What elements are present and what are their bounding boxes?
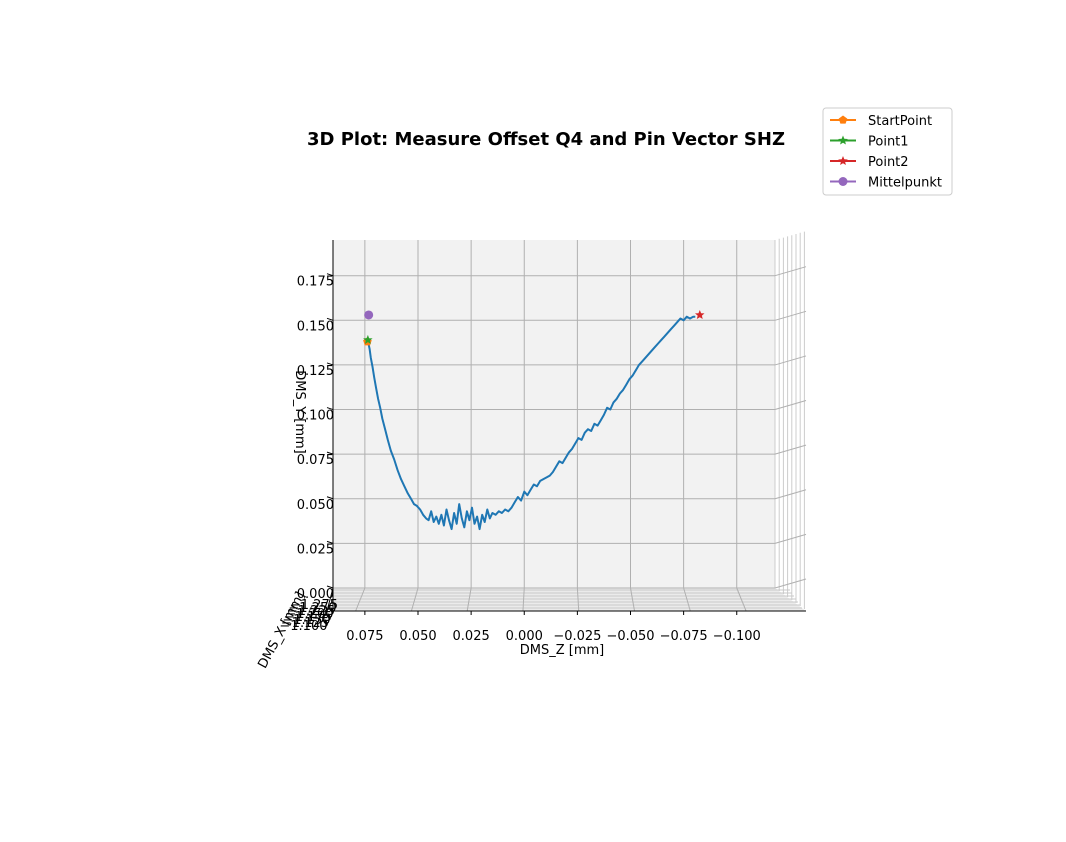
- depth-tick-label: −1.175: [284, 610, 332, 625]
- x-tick-label: −0.075: [660, 629, 708, 644]
- depth-axis-line: [326, 587, 334, 612]
- y-tick-mark: [326, 273, 334, 277]
- y-gridline-side: [774, 533, 807, 544]
- floor-xline: [522, 587, 525, 612]
- legend-entry-label: Point1: [868, 135, 909, 150]
- depth-tick-label: −1.150: [282, 613, 330, 628]
- depth-ticks: −1.275−1.250−1.225−1.200−1.175−1.150−1.1…: [279, 598, 338, 634]
- x-tick-label: −0.050: [606, 629, 654, 644]
- y-tick-label: 0.075: [297, 453, 334, 468]
- floor-xline: [683, 587, 691, 612]
- series: [363, 310, 705, 531]
- legend-entry-label: Mittelpunkt: [868, 176, 942, 191]
- y-gridline-side: [774, 400, 807, 411]
- y-tick-label: 0.175: [297, 275, 334, 290]
- y-gridline-side: [774, 355, 807, 366]
- marker-mittelpunkt: [364, 310, 374, 320]
- depth-tick-label: −1.100: [279, 619, 327, 634]
- legend-entry-label: Point2: [868, 155, 909, 170]
- depth-tick-label: −1.250: [288, 601, 336, 616]
- legend-marker: [838, 156, 848, 165]
- x-tick-label: 0.075: [346, 629, 383, 644]
- y-tick-label: 0.100: [297, 409, 334, 424]
- y-tick-mark: [326, 451, 334, 455]
- series-line: [367, 315, 696, 531]
- y-tick-mark: [326, 317, 334, 321]
- y-tick-mark: [326, 585, 334, 589]
- y-gridline-side: [774, 444, 807, 455]
- legend-marker: [838, 177, 848, 186]
- axes: [326, 240, 806, 612]
- floor-xline: [410, 587, 419, 612]
- legend-marker: [838, 135, 848, 145]
- x-axis-label: DMS_Z [mm]: [520, 643, 605, 658]
- depth-tick-label: −1.275: [290, 598, 338, 613]
- floor-xline: [576, 587, 580, 612]
- depth-tick-label: −1.225: [287, 604, 335, 619]
- x-tick-label: 0.025: [453, 629, 490, 644]
- y-gridline-side: [774, 489, 807, 500]
- floor-xline: [466, 587, 472, 612]
- depth-tick-label: −1.125: [281, 616, 329, 631]
- y-gridline-side: [774, 310, 807, 321]
- depth-tick-label: −1.200: [285, 607, 333, 622]
- y-tick-mark: [326, 407, 334, 411]
- y-tick-label: 0.125: [297, 364, 334, 379]
- marker-point1: [363, 334, 373, 344]
- y-gridline-side: [774, 266, 807, 277]
- side-pane: [774, 231, 805, 609]
- y-tick-mark: [326, 496, 334, 500]
- y-ticks: 0.000 0.025 0.050 0.075 0.100 0.125 0.150 0.175: [297, 273, 334, 602]
- x-tick-label: 0.000: [506, 629, 543, 644]
- y-tick-label: 0.150: [297, 319, 334, 334]
- x-tick-label: 0.050: [399, 629, 436, 644]
- y-tick-mark: [326, 362, 334, 366]
- legend-frame: [822, 107, 953, 196]
- marker-point2: [695, 310, 705, 319]
- legend-entry-label: StartPoint: [868, 114, 932, 129]
- legend-marker: [838, 115, 848, 124]
- y-tick-label: 0.025: [297, 542, 334, 557]
- x-tick-label: −0.025: [553, 629, 601, 644]
- legend: StartPoint Point1 Point2 Mittelpunkt: [822, 107, 953, 196]
- y-tick-label: 0.050: [297, 498, 334, 513]
- y-tick-label: 0.000: [297, 587, 334, 602]
- back-pane: [333, 240, 775, 588]
- y-gridline-side: [774, 578, 807, 589]
- chart-title: 3D Plot: Measure Offset Q4 and Pin Vecto…: [307, 129, 785, 150]
- floor-xline: [630, 587, 636, 612]
- y-tick-mark: [326, 540, 334, 544]
- x-tick-label: −0.100: [713, 629, 761, 644]
- floor-xline: [736, 587, 747, 612]
- floor-xline: [355, 587, 366, 612]
- x-ticks: 0.075 0.050 0.025 0.000 −0.025 −0.050 −0.075 −0…: [346, 611, 761, 644]
- y-axis-label: DMS_Y [mm]: [292, 370, 307, 454]
